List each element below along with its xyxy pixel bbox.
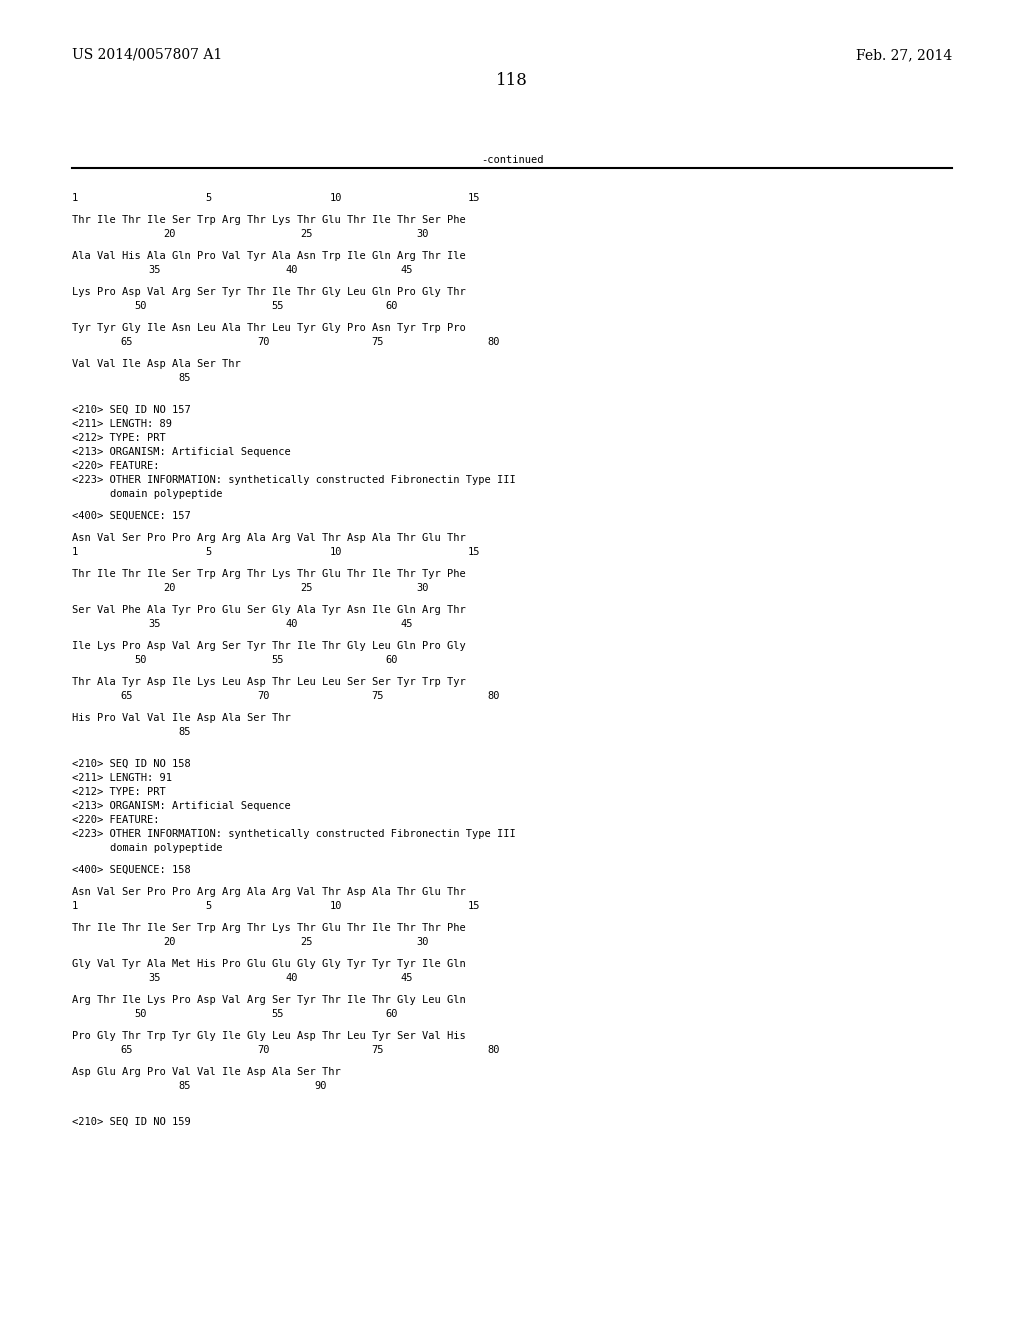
Text: 60: 60	[385, 1008, 397, 1019]
Text: <210> SEQ ID NO 159: <210> SEQ ID NO 159	[72, 1117, 190, 1127]
Text: Arg Thr Ile Lys Pro Asp Val Arg Ser Tyr Thr Ile Thr Gly Leu Gln: Arg Thr Ile Lys Pro Asp Val Arg Ser Tyr …	[72, 995, 466, 1005]
Text: Pro Gly Thr Trp Tyr Gly Ile Gly Leu Asp Thr Leu Tyr Ser Val His: Pro Gly Thr Trp Tyr Gly Ile Gly Leu Asp …	[72, 1031, 466, 1041]
Text: 80: 80	[487, 690, 500, 701]
Text: 25: 25	[300, 228, 312, 239]
Text: <213> ORGANISM: Artificial Sequence: <213> ORGANISM: Artificial Sequence	[72, 447, 291, 457]
Text: Asp Glu Arg Pro Val Val Ile Asp Ala Ser Thr: Asp Glu Arg Pro Val Val Ile Asp Ala Ser …	[72, 1067, 341, 1077]
Text: 30: 30	[416, 583, 428, 593]
Text: 45: 45	[400, 619, 413, 630]
Text: 1: 1	[72, 902, 78, 911]
Text: 75: 75	[371, 337, 384, 347]
Text: <213> ORGANISM: Artificial Sequence: <213> ORGANISM: Artificial Sequence	[72, 801, 291, 810]
Text: Thr Ile Thr Ile Ser Trp Arg Thr Lys Thr Glu Thr Ile Thr Ser Phe: Thr Ile Thr Ile Ser Trp Arg Thr Lys Thr …	[72, 215, 466, 224]
Text: domain polypeptide: domain polypeptide	[110, 843, 222, 853]
Text: 85: 85	[178, 1081, 190, 1092]
Text: 25: 25	[300, 583, 312, 593]
Text: Thr Ile Thr Ile Ser Trp Arg Thr Lys Thr Glu Thr Ile Thr Tyr Phe: Thr Ile Thr Ile Ser Trp Arg Thr Lys Thr …	[72, 569, 466, 579]
Text: 45: 45	[400, 973, 413, 983]
Text: 5: 5	[205, 193, 211, 203]
Text: 50: 50	[134, 1008, 146, 1019]
Text: <400> SEQUENCE: 157: <400> SEQUENCE: 157	[72, 511, 190, 521]
Text: 20: 20	[163, 937, 175, 946]
Text: <223> OTHER INFORMATION: synthetically constructed Fibronectin Type III: <223> OTHER INFORMATION: synthetically c…	[72, 829, 516, 840]
Text: 65: 65	[120, 690, 132, 701]
Text: <211> LENGTH: 89: <211> LENGTH: 89	[72, 418, 172, 429]
Text: His Pro Val Val Ile Asp Ala Ser Thr: His Pro Val Val Ile Asp Ala Ser Thr	[72, 713, 291, 723]
Text: 55: 55	[271, 301, 284, 312]
Text: 5: 5	[205, 546, 211, 557]
Text: <211> LENGTH: 91: <211> LENGTH: 91	[72, 774, 172, 783]
Text: 90: 90	[314, 1081, 327, 1092]
Text: <220> FEATURE:: <220> FEATURE:	[72, 814, 160, 825]
Text: 40: 40	[285, 265, 298, 275]
Text: 10: 10	[330, 546, 342, 557]
Text: 70: 70	[257, 337, 269, 347]
Text: 5: 5	[205, 902, 211, 911]
Text: Asn Val Ser Pro Pro Arg Arg Ala Arg Val Thr Asp Ala Thr Glu Thr: Asn Val Ser Pro Pro Arg Arg Ala Arg Val …	[72, 887, 466, 898]
Text: Thr Ile Thr Ile Ser Trp Arg Thr Lys Thr Glu Thr Ile Thr Thr Phe: Thr Ile Thr Ile Ser Trp Arg Thr Lys Thr …	[72, 923, 466, 933]
Text: 55: 55	[271, 655, 284, 665]
Text: 25: 25	[300, 937, 312, 946]
Text: domain polypeptide: domain polypeptide	[110, 488, 222, 499]
Text: 65: 65	[120, 1045, 132, 1055]
Text: 85: 85	[178, 374, 190, 383]
Text: 20: 20	[163, 228, 175, 239]
Text: 80: 80	[487, 337, 500, 347]
Text: Thr Ala Tyr Asp Ile Lys Leu Asp Thr Leu Leu Ser Ser Tyr Trp Tyr: Thr Ala Tyr Asp Ile Lys Leu Asp Thr Leu …	[72, 677, 466, 686]
Text: <212> TYPE: PRT: <212> TYPE: PRT	[72, 433, 166, 444]
Text: 30: 30	[416, 228, 428, 239]
Text: 30: 30	[416, 937, 428, 946]
Text: <212> TYPE: PRT: <212> TYPE: PRT	[72, 787, 166, 797]
Text: 10: 10	[330, 902, 342, 911]
Text: Lys Pro Asp Val Arg Ser Tyr Thr Ile Thr Gly Leu Gln Pro Gly Thr: Lys Pro Asp Val Arg Ser Tyr Thr Ile Thr …	[72, 286, 466, 297]
Text: US 2014/0057807 A1: US 2014/0057807 A1	[72, 48, 222, 62]
Text: 60: 60	[385, 655, 397, 665]
Text: 118: 118	[496, 73, 528, 88]
Text: 65: 65	[120, 337, 132, 347]
Text: 10: 10	[330, 193, 342, 203]
Text: 85: 85	[178, 727, 190, 737]
Text: 55: 55	[271, 1008, 284, 1019]
Text: 40: 40	[285, 619, 298, 630]
Text: 40: 40	[285, 973, 298, 983]
Text: 35: 35	[148, 973, 161, 983]
Text: Ile Lys Pro Asp Val Arg Ser Tyr Thr Ile Thr Gly Leu Gln Pro Gly: Ile Lys Pro Asp Val Arg Ser Tyr Thr Ile …	[72, 642, 466, 651]
Text: 35: 35	[148, 265, 161, 275]
Text: <223> OTHER INFORMATION: synthetically constructed Fibronectin Type III: <223> OTHER INFORMATION: synthetically c…	[72, 475, 516, 484]
Text: <210> SEQ ID NO 157: <210> SEQ ID NO 157	[72, 405, 190, 414]
Text: -continued: -continued	[480, 154, 544, 165]
Text: 35: 35	[148, 619, 161, 630]
Text: <400> SEQUENCE: 158: <400> SEQUENCE: 158	[72, 865, 190, 875]
Text: 1: 1	[72, 546, 78, 557]
Text: Asn Val Ser Pro Pro Arg Arg Ala Arg Val Thr Asp Ala Thr Glu Thr: Asn Val Ser Pro Pro Arg Arg Ala Arg Val …	[72, 533, 466, 543]
Text: Tyr Tyr Gly Ile Asn Leu Ala Thr Leu Tyr Gly Pro Asn Tyr Trp Pro: Tyr Tyr Gly Ile Asn Leu Ala Thr Leu Tyr …	[72, 323, 466, 333]
Text: 15: 15	[468, 193, 480, 203]
Text: Ala Val His Ala Gln Pro Val Tyr Ala Asn Trp Ile Gln Arg Thr Ile: Ala Val His Ala Gln Pro Val Tyr Ala Asn …	[72, 251, 466, 261]
Text: 70: 70	[257, 1045, 269, 1055]
Text: 15: 15	[468, 546, 480, 557]
Text: 50: 50	[134, 655, 146, 665]
Text: Ser Val Phe Ala Tyr Pro Glu Ser Gly Ala Tyr Asn Ile Gln Arg Thr: Ser Val Phe Ala Tyr Pro Glu Ser Gly Ala …	[72, 605, 466, 615]
Text: 45: 45	[400, 265, 413, 275]
Text: <220> FEATURE:: <220> FEATURE:	[72, 461, 160, 471]
Text: 1: 1	[72, 193, 78, 203]
Text: 70: 70	[257, 690, 269, 701]
Text: 50: 50	[134, 301, 146, 312]
Text: Val Val Ile Asp Ala Ser Thr: Val Val Ile Asp Ala Ser Thr	[72, 359, 241, 370]
Text: 60: 60	[385, 301, 397, 312]
Text: 75: 75	[371, 1045, 384, 1055]
Text: 20: 20	[163, 583, 175, 593]
Text: 75: 75	[371, 690, 384, 701]
Text: <210> SEQ ID NO 158: <210> SEQ ID NO 158	[72, 759, 190, 770]
Text: 80: 80	[487, 1045, 500, 1055]
Text: 15: 15	[468, 902, 480, 911]
Text: Feb. 27, 2014: Feb. 27, 2014	[856, 48, 952, 62]
Text: Gly Val Tyr Ala Met His Pro Glu Glu Gly Gly Tyr Tyr Tyr Ile Gln: Gly Val Tyr Ala Met His Pro Glu Glu Gly …	[72, 960, 466, 969]
